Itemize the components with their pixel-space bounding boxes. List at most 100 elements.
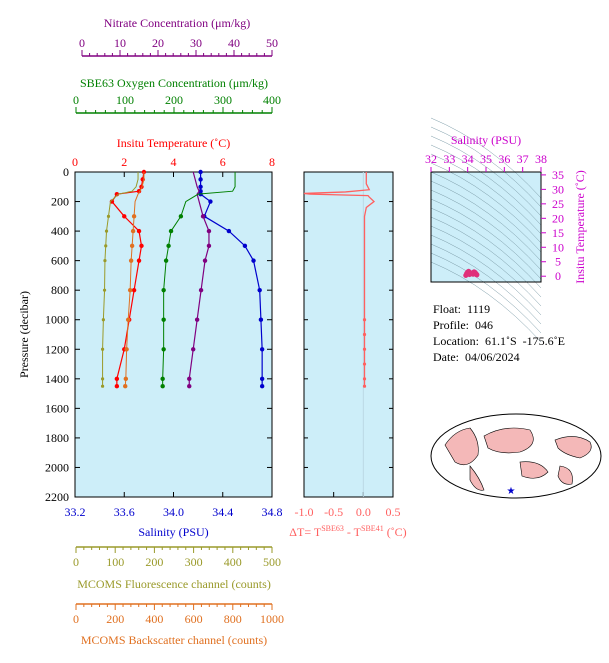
salinity-point [242, 243, 248, 249]
insitu-temperature-point [139, 243, 144, 249]
pressure-tick-label: 0 [63, 165, 69, 179]
nitrate-point [194, 317, 200, 322]
temperature-axis-label: Insitu Temperature (˚C) [117, 136, 231, 150]
oxygen-point [178, 214, 184, 219]
nitrate-tick-label: 0 [79, 36, 85, 50]
ts-density-contour [430, 198, 542, 280]
map-landmass [469, 465, 485, 491]
backscatter-point [129, 243, 135, 249]
insitu-temperature-point [109, 199, 115, 204]
ts-salinity-tick-label: 34 [462, 152, 474, 166]
ts-temperature-tick-label: 15 [552, 226, 564, 240]
pressure-tick-label: 800 [51, 283, 69, 297]
backscatter-tick-label: 600 [185, 612, 203, 626]
oxygen-tick-label: 200 [165, 93, 183, 107]
profile-plot-area [74, 171, 273, 498]
ts-density-contour [430, 225, 542, 307]
salinity-point [208, 199, 213, 204]
float-location-marker: ★ [507, 486, 516, 497]
salinity-tick-label: 33.2 [65, 505, 86, 519]
location-info: Location: 61.1˚S -175.6˚E [433, 334, 565, 349]
insitu-temperature-point [114, 376, 120, 382]
ts-point [465, 271, 471, 277]
ts-salinity-tick-label: 32 [425, 152, 437, 166]
delta-t-plot-area [303, 171, 394, 498]
backscatter-point [123, 376, 129, 382]
oxygen-point [161, 317, 166, 322]
nitrate-point [206, 228, 212, 234]
delta-t-tick-label: 0.0 [356, 505, 371, 519]
nitrate-tick-label: 40 [228, 36, 240, 50]
ts-density-contour [430, 252, 542, 334]
fluorescence-tick-label: 300 [185, 555, 203, 569]
salinity-tick-label: 34.8 [262, 505, 283, 519]
salinity-point [257, 287, 262, 293]
location-value: 61.1˚S -175.6˚E [484, 334, 565, 348]
float-label: Float: [433, 302, 462, 316]
ts-temperature-tick-label: 5 [555, 255, 561, 269]
oxygen-point [160, 384, 165, 389]
fluorescence-point [100, 384, 105, 388]
ts-temperature-tick-label: 30 [552, 182, 564, 196]
ts-plot-area [430, 171, 542, 283]
map-landmass [557, 465, 573, 485]
temperature-tick-label: 0 [72, 155, 78, 169]
ts-salinity-tick-label: 36 [498, 152, 510, 166]
insitu-temperature-point [114, 191, 120, 197]
ts-density-contour [430, 180, 542, 262]
delta-t-point [362, 347, 367, 351]
fluorescence-point [104, 244, 108, 248]
oxygen-tick-label: 100 [116, 93, 134, 107]
delta-t-point [362, 318, 367, 322]
temperature-tick-label: 4 [171, 155, 177, 169]
delta-t-point [362, 332, 367, 337]
profile-label: Profile: [433, 318, 469, 332]
fluorescence-point [100, 377, 105, 381]
map-landmass [444, 427, 479, 466]
ts-density-contour [430, 234, 542, 316]
fluorescence-point [104, 229, 109, 233]
nitrate-point [206, 243, 212, 249]
backscatter-axis-label: MCOMS Backscatter channel (counts) [81, 633, 267, 647]
nitrate-tick-label: 50 [266, 36, 278, 50]
fluorescence-tick-label: 100 [106, 555, 124, 569]
ts-temperature-tick-label: 20 [552, 211, 564, 225]
profile-value: 046 [475, 318, 493, 332]
salinity-point [226, 228, 232, 234]
ts-density-contour [430, 144, 542, 226]
map-landmass [519, 461, 549, 479]
ts-density-contour [430, 126, 542, 208]
backscatter-point [123, 384, 128, 389]
map-landmass [554, 436, 592, 459]
temperature-tick-label: 6 [220, 155, 226, 169]
pressure-tick-label: 200 [51, 195, 69, 209]
ts-salinity-axis-label: Salinity (PSU) [451, 133, 521, 147]
ts-salinity-tick-label: 37 [517, 152, 529, 166]
nitrate-point [191, 347, 196, 352]
nitrate-point [198, 287, 204, 293]
delta-t-point [362, 377, 367, 381]
salinity-point [258, 317, 264, 322]
insitu-temperature-point [122, 214, 127, 219]
oxygen-point [168, 228, 174, 234]
salinity-point [259, 347, 265, 352]
delta-t-point [362, 384, 367, 388]
nitrate-point [202, 258, 208, 263]
fluorescence-point [103, 259, 107, 263]
delta-t-tick-label: 0.5 [386, 505, 401, 519]
temperature-tick-label: 2 [121, 155, 127, 169]
ts-temperature-tick-label: 25 [552, 197, 564, 211]
delta-t-series-line [303, 172, 376, 387]
location-label: Location: [433, 334, 479, 348]
ts-salinity-tick-label: 35 [480, 152, 492, 166]
salinity-point [198, 184, 203, 189]
backscatter-point [128, 258, 134, 263]
oxygen-point [161, 347, 166, 352]
pressure-tick-label: 1600 [45, 401, 69, 415]
location-map: ★ [430, 413, 602, 499]
delta-t-point [362, 362, 367, 366]
date-info: Date: 04/06/2024 [433, 350, 520, 365]
oxygen-axis-label: SBE63 Oxygen Concentration (μm/kg) [80, 76, 268, 90]
float-value: 1119 [467, 302, 491, 316]
backscatter-tick-label: 400 [145, 612, 163, 626]
